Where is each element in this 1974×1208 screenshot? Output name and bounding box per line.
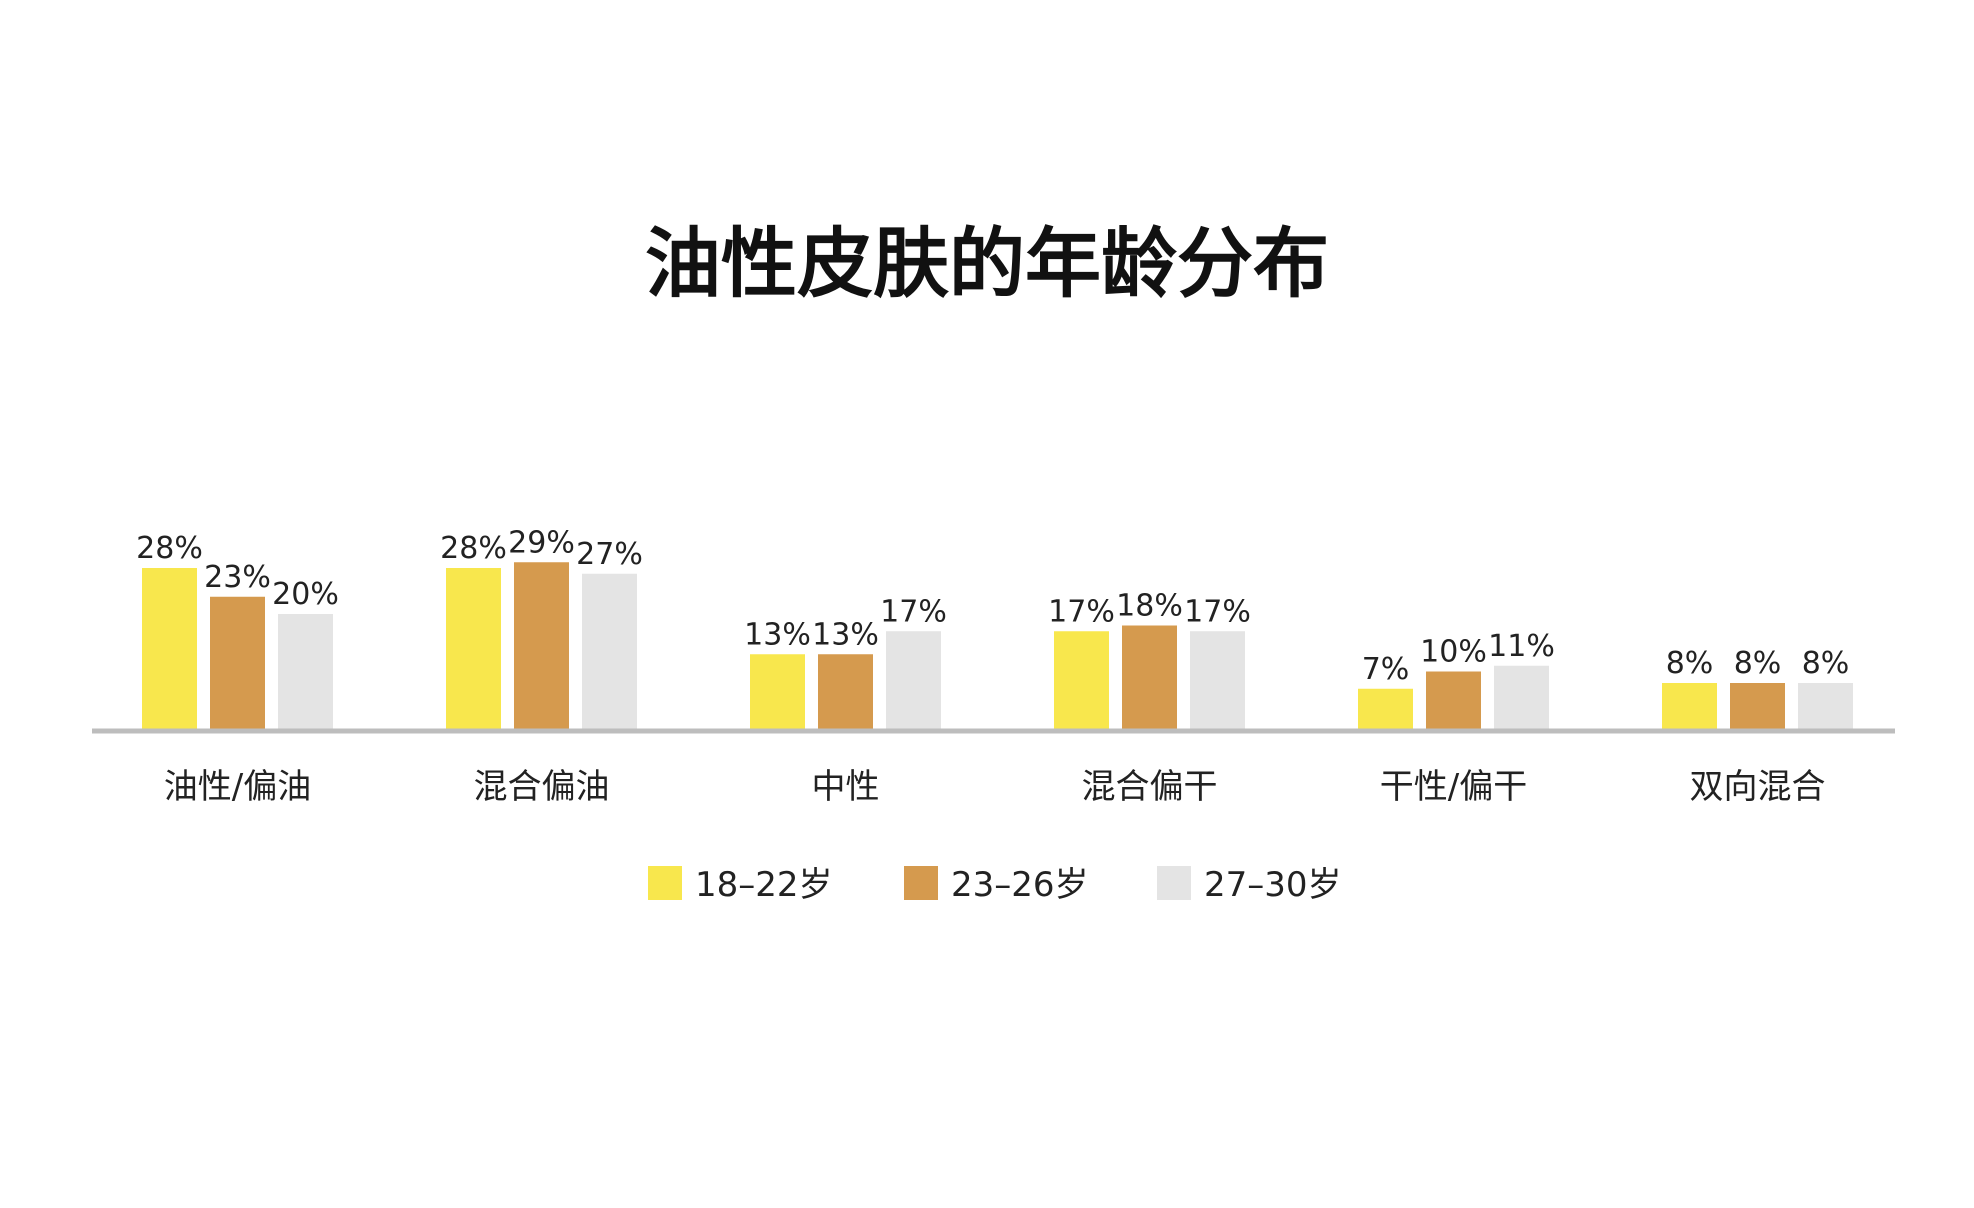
bar [1122,625,1177,729]
chart-title: 油性皮肤的年龄分布 [645,219,1329,308]
bar [886,631,941,729]
bar [1054,631,1109,729]
legend-label: 27–30岁 [1204,865,1342,905]
bar [446,568,501,729]
data-label: 20% [272,577,339,612]
data-label: 29% [508,525,575,560]
data-label: 18% [1116,589,1183,624]
data-label: 23% [204,560,271,595]
category-label: 混合偏油 [474,767,610,807]
data-label: 8% [1666,646,1714,681]
bar [514,562,569,729]
bar [210,596,265,729]
bar [1494,665,1549,729]
data-label: 17% [1184,594,1251,629]
bar [1426,671,1481,729]
category-label: 油性/偏油 [164,767,311,807]
data-label: 8% [1802,646,1850,681]
bar [278,614,333,729]
data-label: 28% [440,531,507,566]
data-label: 17% [880,594,947,629]
data-label: 7% [1362,652,1410,687]
bar [1662,683,1717,729]
bar [1190,631,1245,729]
data-label: 28% [136,531,203,566]
data-label: 11% [1488,629,1555,664]
data-label: 8% [1734,646,1782,681]
bar [1798,683,1853,729]
bar [1730,683,1785,729]
data-label: 17% [1048,594,1115,629]
legend-label: 23–26岁 [951,865,1089,905]
category-label: 双向混合 [1690,767,1826,807]
legend-swatch [648,866,682,900]
legend-label: 18–22岁 [695,865,833,905]
bar [750,654,805,729]
bars [142,562,1853,729]
bar [142,568,197,729]
bar [1358,688,1413,729]
category-label: 混合偏干 [1082,767,1218,807]
bar [582,573,637,729]
data-label: 10% [1420,635,1487,670]
legend: 18–22岁 23–26岁 27–30岁 [648,865,1342,905]
category-labels: 油性/偏油 混合偏油 中性 混合偏干 干性/偏干 双向混合 [164,767,1826,807]
category-label: 中性 [812,767,880,807]
legend-swatch [1157,866,1191,900]
data-label: 27% [576,537,643,572]
legend-swatch [904,866,938,900]
data-label: 13% [744,617,811,652]
category-label: 干性/偏干 [1380,767,1527,807]
value-labels: 28%23% 20%28% 29% 27%13% 13%17% 17% 18% 17%7% 10… [136,525,1849,687]
bar [818,654,873,729]
data-label: 13% [812,617,879,652]
